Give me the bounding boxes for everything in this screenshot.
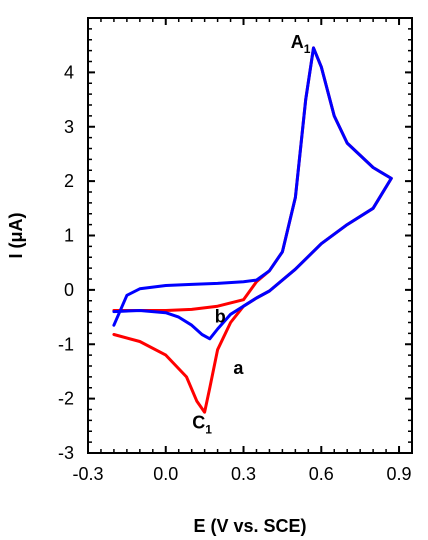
y-tick-label: 1 <box>64 226 74 246</box>
x-axis-title: E (V vs. SCE) <box>193 516 306 536</box>
x-tick-label: 0.3 <box>231 464 256 484</box>
plot-frame <box>87 17 413 454</box>
x-tick-label: 0.6 <box>309 464 334 484</box>
y-tick-label: -3 <box>58 443 74 463</box>
y-tick-label: 2 <box>64 171 74 191</box>
series-group <box>112 46 393 414</box>
series-a-line <box>112 46 393 414</box>
annotations: A1 C1 a b <box>192 32 310 437</box>
x-tick-label: -0.3 <box>72 464 103 484</box>
annotation-b: b <box>215 307 226 327</box>
y-tick-label: 3 <box>64 117 74 137</box>
annotation-C1: C1 <box>192 413 212 437</box>
x-tick-label: 0.0 <box>153 464 178 484</box>
y-tick-label: 0 <box>64 280 74 300</box>
y-tick-label: -2 <box>58 389 74 409</box>
annotation-a: a <box>233 358 244 378</box>
x-tick-label: 0.9 <box>387 464 412 484</box>
y-axis-title: I (μA) <box>6 212 26 258</box>
series-b-line <box>112 46 393 341</box>
annotation-A1: A1 <box>291 32 311 56</box>
axes: -0.3 0.0 0.3 0.6 0.9 -3 -2 -1 0 1 2 3 4 <box>58 17 413 484</box>
y-tick-label: 4 <box>64 62 74 82</box>
y-tick-label: -1 <box>58 334 74 354</box>
